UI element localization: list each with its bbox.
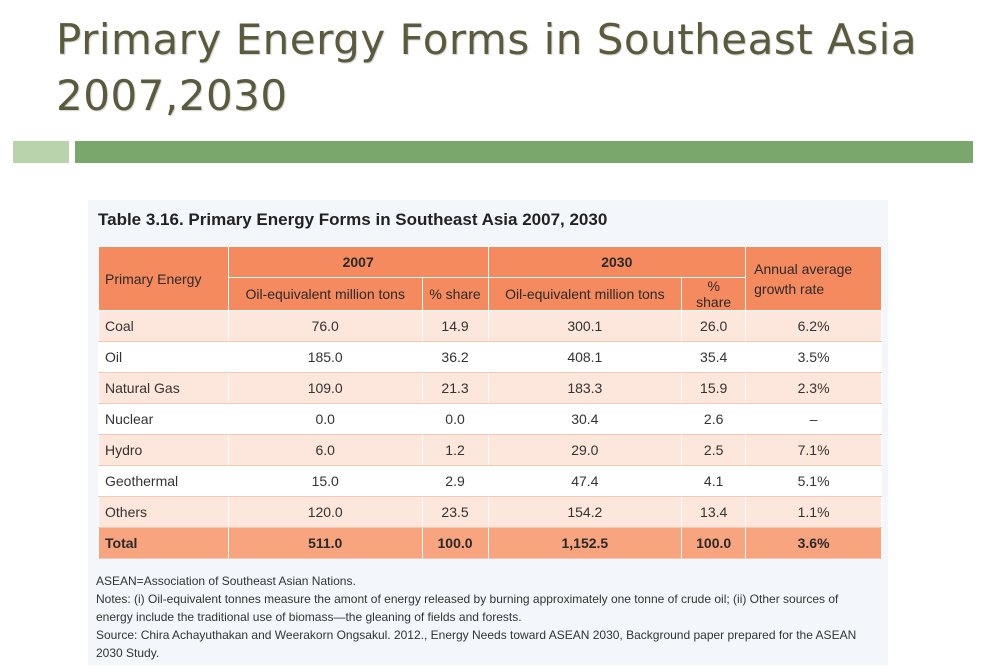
cell-share-2030: 15.9 xyxy=(681,372,747,404)
table-caption: Table 3.16. Primary Energy Forms in Sout… xyxy=(98,210,608,229)
cell-oil-equivalent-2030: 30.4 xyxy=(487,403,683,435)
table-notes: ASEAN=Association of Southeast Asian Nat… xyxy=(96,572,876,662)
row-label: Hydro xyxy=(98,434,229,466)
table-row: Nuclear 0.0 0.0 30.4 2.6 – xyxy=(98,403,882,435)
cell-share-2007: 21.3 xyxy=(421,372,489,404)
note-abbreviation: ASEAN=Association of Southeast Asian Nat… xyxy=(96,574,356,588)
cell-growth-rate: 6.2% xyxy=(745,310,882,342)
cell-growth-rate: 1.1% xyxy=(745,496,882,528)
cell-share-2007: 1.2 xyxy=(421,434,489,466)
table-row: Natural Gas 109.0 21.3 183.3 15.9 2.3% xyxy=(98,372,882,404)
cell-share-2007: 14.9 xyxy=(421,310,489,342)
table-row: Others 120.0 23.5 154.2 13.4 1.1% xyxy=(98,496,882,528)
table-row: Oil 185.0 36.2 408.1 35.4 3.5% xyxy=(98,341,882,373)
cell-share-2030: 26.0 xyxy=(681,310,747,342)
slide-title: Primary Energy Forms in Southeast Asia 2… xyxy=(56,12,976,124)
cell-oil-equivalent-2007: 76.0 xyxy=(227,310,423,342)
total-label: Total xyxy=(98,527,229,559)
cell-growth-rate: 3.5% xyxy=(745,341,882,373)
cell-oil-equivalent-2007: 120.0 xyxy=(227,496,423,528)
cell-oil-equivalent-2007: 6.0 xyxy=(227,434,423,466)
header-share-2030: % share xyxy=(681,277,747,311)
header-oil-equivalent-2007: Oil-equivalent million tons xyxy=(227,277,423,311)
row-label: Oil xyxy=(98,341,229,373)
header-share-2007: % share xyxy=(421,277,489,311)
cell-oil-equivalent-2030: 154.2 xyxy=(487,496,683,528)
header-primary-energy: Primary Energy xyxy=(98,246,229,311)
row-label: Nuclear xyxy=(98,403,229,435)
slide-title-line-1: Primary Energy Forms in Southeast Asia xyxy=(56,15,918,64)
cell-oil-equivalent-2030: 183.3 xyxy=(487,372,683,404)
header-growth-line-1: Annual average xyxy=(754,260,853,277)
total-growth-rate: 3.6% xyxy=(745,527,882,559)
row-label: Coal xyxy=(98,310,229,342)
note-text: Notes: (i) Oil-equivalent tonnes measure… xyxy=(96,592,839,624)
cell-growth-rate: – xyxy=(745,403,882,435)
header-year-2007: 2007 xyxy=(227,246,489,278)
note-source: Source: Chira Achayuthakan and Weerakorn… xyxy=(96,628,857,660)
total-oil-equivalent-2030: 1,152.5 xyxy=(487,527,683,559)
header-year-2030: 2030 xyxy=(487,246,747,278)
cell-share-2007: 23.5 xyxy=(421,496,489,528)
row-label: Others xyxy=(98,496,229,528)
cell-growth-rate: 7.1% xyxy=(745,434,882,466)
header-growth-rate: Annual average growth rate xyxy=(745,246,882,311)
cell-growth-rate: 5.1% xyxy=(745,465,882,497)
total-oil-equivalent-2007: 511.0 xyxy=(227,527,423,559)
table-total-row: Total 511.0 100.0 1,152.5 100.0 3.6% xyxy=(98,527,882,559)
row-label: Natural Gas xyxy=(98,372,229,404)
cell-share-2030: 2.6 xyxy=(681,403,747,435)
cell-oil-equivalent-2007: 0.0 xyxy=(227,403,423,435)
cell-oil-equivalent-2030: 29.0 xyxy=(487,434,683,466)
table-row: Coal 76.0 14.9 300.1 26.0 6.2% xyxy=(98,310,882,342)
accent-bar-dark xyxy=(75,141,973,163)
cell-share-2030: 4.1 xyxy=(681,465,747,497)
cell-share-2030: 13.4 xyxy=(681,496,747,528)
cell-oil-equivalent-2030: 300.1 xyxy=(487,310,683,342)
table-row: Geothermal 15.0 2.9 47.4 4.1 5.1% xyxy=(98,465,882,497)
cell-share-2030: 2.5 xyxy=(681,434,747,466)
cell-oil-equivalent-2007: 109.0 xyxy=(227,372,423,404)
header-oil-equivalent-2030: Oil-equivalent million tons xyxy=(487,277,683,311)
table-panel: Table 3.16. Primary Energy Forms in Sout… xyxy=(88,200,888,665)
row-label: Geothermal xyxy=(98,465,229,497)
energy-table: Primary Energy 2007 2030 Annual average … xyxy=(98,246,882,559)
accent-bar-light xyxy=(13,141,69,163)
cell-growth-rate: 2.3% xyxy=(745,372,882,404)
table-row: Hydro 6.0 1.2 29.0 2.5 7.1% xyxy=(98,434,882,466)
cell-oil-equivalent-2007: 15.0 xyxy=(227,465,423,497)
slide-title-line-2: 2007,2030 xyxy=(56,71,288,120)
cell-oil-equivalent-2030: 408.1 xyxy=(487,341,683,373)
cell-share-2030: 35.4 xyxy=(681,341,747,373)
cell-share-2007: 36.2 xyxy=(421,341,489,373)
cell-oil-equivalent-2030: 47.4 xyxy=(487,465,683,497)
cell-oil-equivalent-2007: 185.0 xyxy=(227,341,423,373)
header-growth-line-2: growth rate xyxy=(754,280,825,297)
total-share-2007: 100.0 xyxy=(421,527,489,559)
cell-share-2007: 0.0 xyxy=(421,403,489,435)
cell-share-2007: 2.9 xyxy=(421,465,489,497)
total-share-2030: 100.0 xyxy=(681,527,747,559)
